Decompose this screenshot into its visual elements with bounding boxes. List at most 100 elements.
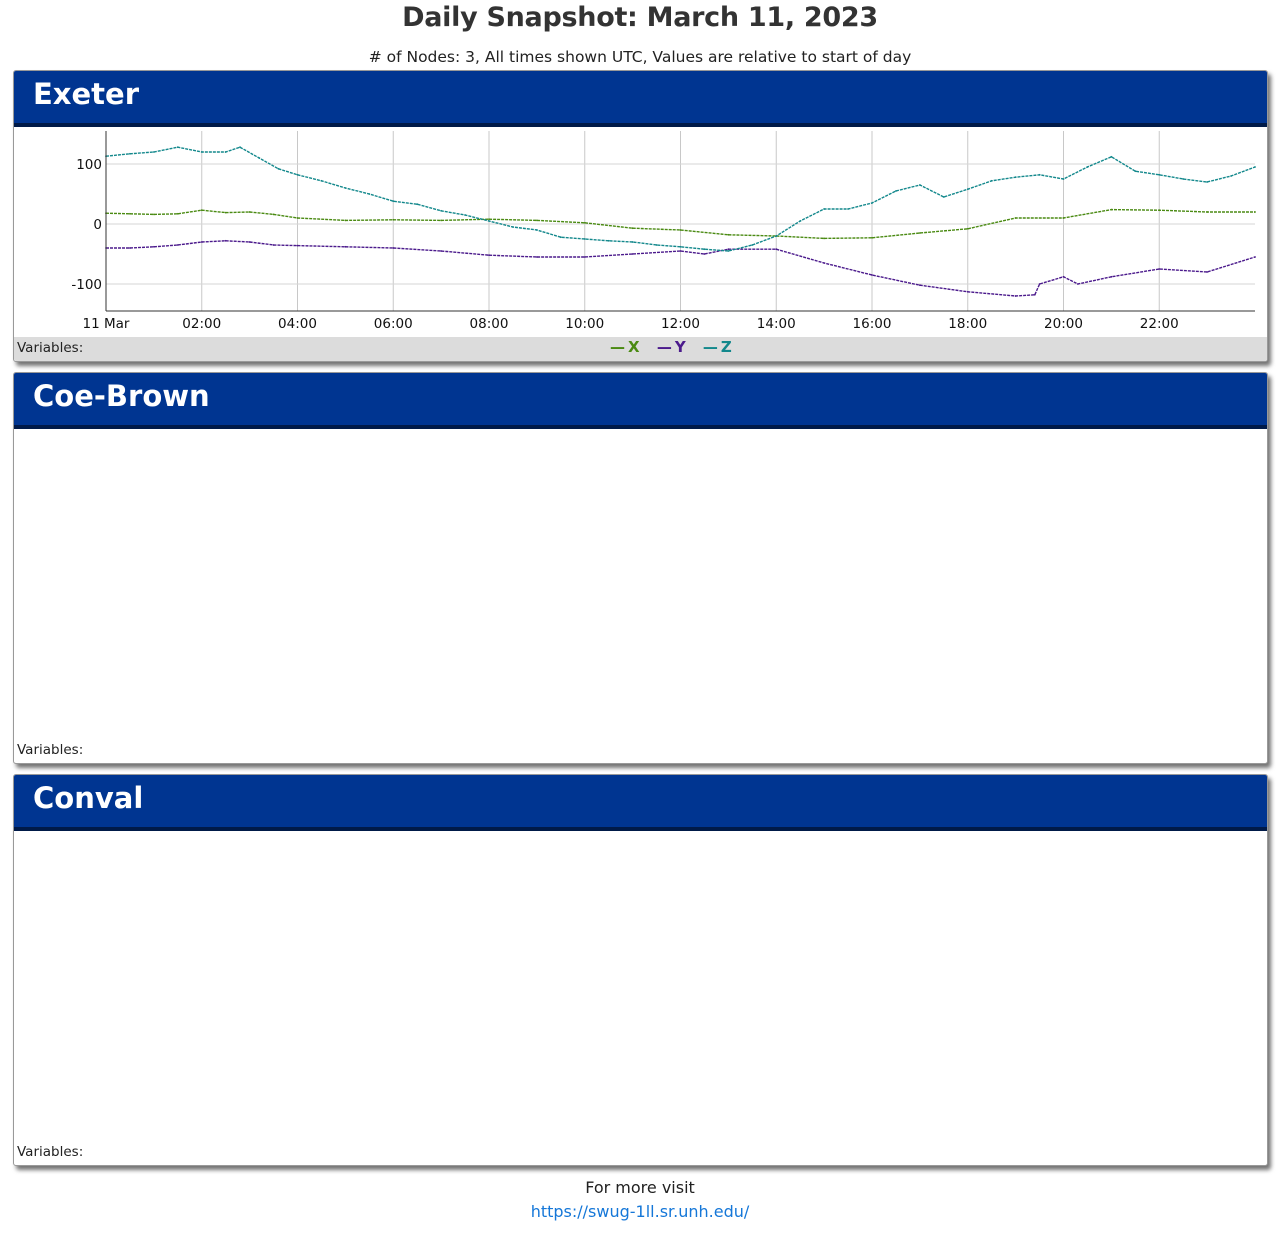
data-point-z [1038,173,1041,176]
data-point-y [727,248,730,251]
panel-conval: Conval Variables: [13,774,1268,1166]
data-point-z [966,188,969,191]
data-point-z [536,229,538,231]
data-point-x [1110,208,1113,211]
panel-exeter: Exeter 11 Mar 02:00 04:00 06:00 08:00 10:00 12… [13,70,1268,362]
data-point-z [1134,170,1137,173]
data-point-y [1038,283,1041,285]
data-point-x [129,212,131,215]
data-point-z [631,241,634,243]
variables-label: Variables: [17,1144,84,1160]
data-point-y [703,253,706,255]
data-point-x [296,217,299,219]
x-tick-label: 22:00 [1140,316,1179,332]
data-point-y [631,253,634,255]
data-point-x [871,236,873,239]
data-point-z [129,152,131,155]
data-point-z [1182,178,1185,180]
data-point-z [258,157,261,159]
data-point-z [1158,173,1161,176]
legend-marker-y: — [656,338,672,356]
data-point-z [464,214,466,216]
data-point-x [1014,217,1017,219]
data-point-z [1062,178,1065,180]
legend-marker-x: — [610,338,625,356]
data-point-x [679,229,682,231]
data-point-z [895,190,897,192]
data-point-y [1014,295,1017,297]
data-point-z [655,244,658,246]
panel-header: Exeter [14,71,1267,127]
x-tick-label: 10:00 [565,316,604,332]
panel-title: Exeter [33,77,140,111]
panel-header: Coe-Brown [14,373,1267,429]
x-tick-label: 04:00 [278,316,317,332]
data-point-y [200,241,203,243]
data-point-x [727,233,730,236]
data-point-y [272,244,275,246]
data-point-y [536,256,538,258]
data-point-z [392,200,395,203]
series-line-y [106,240,1256,297]
data-point-z [1086,166,1089,168]
data-point-y [344,245,347,248]
page-subtitle: # of Nodes: 3, All times shown UTC, Valu… [368,48,912,66]
data-point-x [919,232,921,234]
legend-item-x[interactable]: — X [610,338,646,356]
legend-label-x: X [628,338,640,356]
data-point-z [919,184,921,186]
data-point-x [440,219,442,222]
data-point-z [277,167,280,170]
variables-label: Variables: [17,742,84,758]
data-point-y [392,247,395,249]
x-tick-label: 18:00 [948,316,987,332]
y-tick-label: 100 [76,157,102,173]
legend-marker-z: — [702,338,718,356]
y-tick-label: 0 [93,217,102,233]
legend-item-y[interactable]: — Y [657,338,692,356]
data-point-z [679,245,682,248]
data-point-z [344,187,347,189]
data-point-y [1254,256,1256,258]
x-tick-label: 11 Mar [83,316,130,332]
data-point-z [942,196,945,198]
data-point-y [176,244,179,246]
data-point-x [224,211,227,214]
data-point-x [823,237,825,240]
legend-item-z[interactable]: — Z [703,338,738,356]
data-point-x [153,213,155,216]
footer-link[interactable]: https://swug-1ll.sr.unh.edu/ [530,1202,750,1221]
data-point-z [176,146,179,149]
chart-legend: — X — Y — Z [610,338,744,356]
data-point-x [272,213,275,216]
x-tick-label: 12:00 [661,316,700,332]
data-point-x [200,209,203,212]
footer-text: For more visit [585,1178,695,1197]
data-point-z [847,208,849,210]
variables-label: Variables: [17,340,84,356]
data-point-x [966,227,969,230]
data-point-y [583,256,586,258]
data-point-x [1206,211,1208,213]
data-point-z [823,208,825,210]
series-line-z [105,146,1256,252]
series-line-x [105,208,1255,240]
data-point-z [871,202,873,204]
panel-title: Coe-Brown [33,379,210,413]
x-tick-label: 14:00 [757,316,796,332]
data-point-x [1158,209,1161,212]
data-point-z [488,220,490,222]
x-tick-label: 16:00 [853,316,892,332]
variables-bar: Variables: — X — Y — Z [14,337,1267,361]
data-point-y [679,250,682,252]
x-tick-label: 08:00 [470,316,509,332]
data-point-z [990,179,993,182]
data-point-z [224,151,227,153]
data-point-x [488,218,490,221]
data-point-z [200,151,203,153]
data-point-x [631,227,634,230]
data-point-y [440,250,442,252]
footer-link-container: https://swug-1ll.sr.unh.edu/ [0,1202,1280,1221]
x-tick-label: 06:00 [374,316,413,332]
data-point-y [248,241,251,243]
